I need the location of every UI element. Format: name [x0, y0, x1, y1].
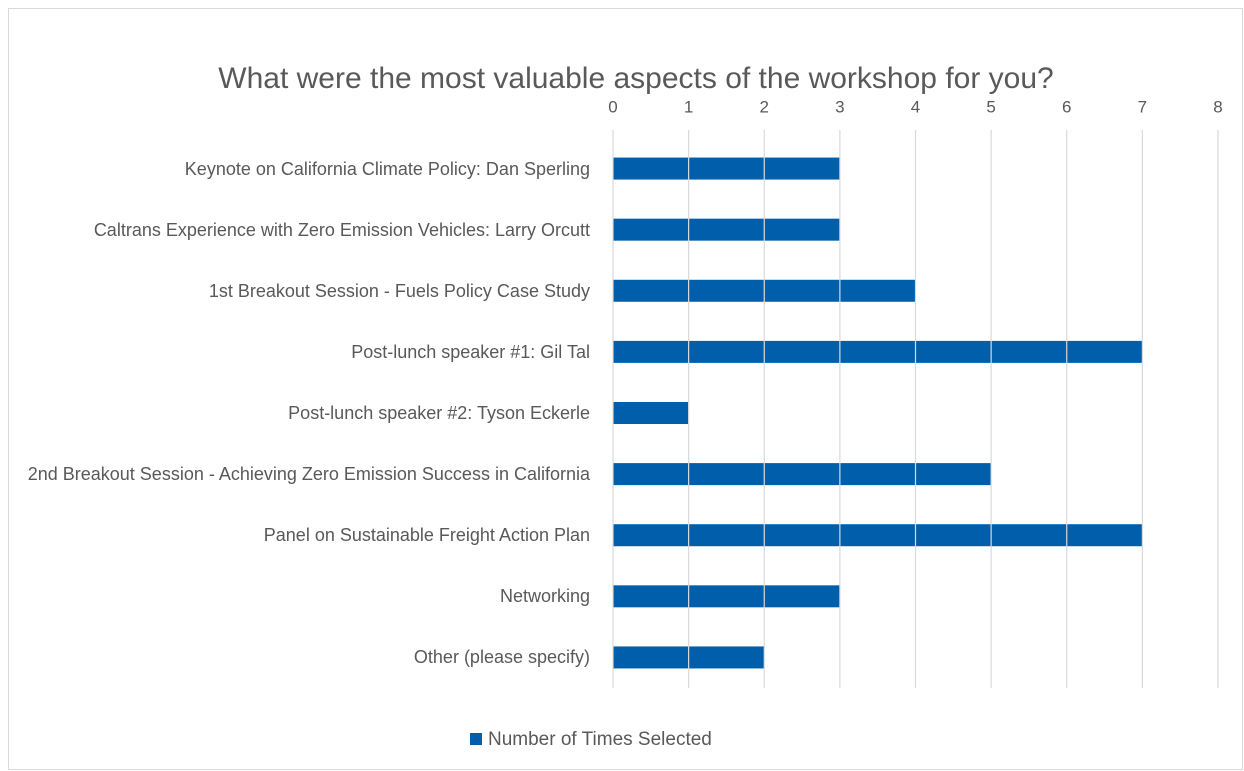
y-tick-label: Networking	[499, 586, 590, 607]
y-tick-label: 2nd Breakout Session - Achieving Zero Em…	[27, 464, 590, 485]
y-tick-label: Keynote on California Climate Policy: Da…	[184, 158, 590, 179]
y-tick-label: Post-lunch speaker #2: Tyson Eckerle	[288, 403, 590, 423]
bar	[613, 157, 840, 180]
x-tick-label: 3	[835, 97, 844, 116]
bar	[613, 524, 1143, 547]
y-tick-label: Other (please specify)	[413, 647, 590, 668]
x-tick-label: 7	[1138, 97, 1147, 116]
y-tick-label: Caltrans Experience with Zero Emission V…	[93, 219, 590, 240]
bar	[613, 463, 992, 486]
x-tick-label: 5	[986, 97, 995, 116]
legend-swatch	[470, 733, 482, 745]
x-tick-label: 4	[911, 97, 920, 116]
x-tick-label: 0	[608, 97, 617, 116]
x-tick-label: 1	[684, 97, 693, 116]
y-tick-label: Post-lunch speaker #1: Gil Tal	[351, 341, 590, 362]
chart-border	[8, 8, 1243, 770]
y-tick-label: Panel on Sustainable Freight Action Plan	[263, 525, 590, 546]
chart-title: What were the most valuable aspects of t…	[218, 62, 1053, 95]
x-tick-label: 6	[1062, 97, 1071, 116]
x-tick-label: 8	[1213, 97, 1222, 116]
y-tick-label: 1st Breakout Session - Fuels Policy Case…	[208, 280, 590, 301]
bar	[613, 218, 840, 241]
bar	[613, 340, 1143, 363]
legend-label: Number of Times Selected	[488, 729, 712, 750]
x-tick-label: 2	[760, 97, 769, 116]
bar	[613, 402, 689, 424]
bar	[613, 585, 840, 608]
